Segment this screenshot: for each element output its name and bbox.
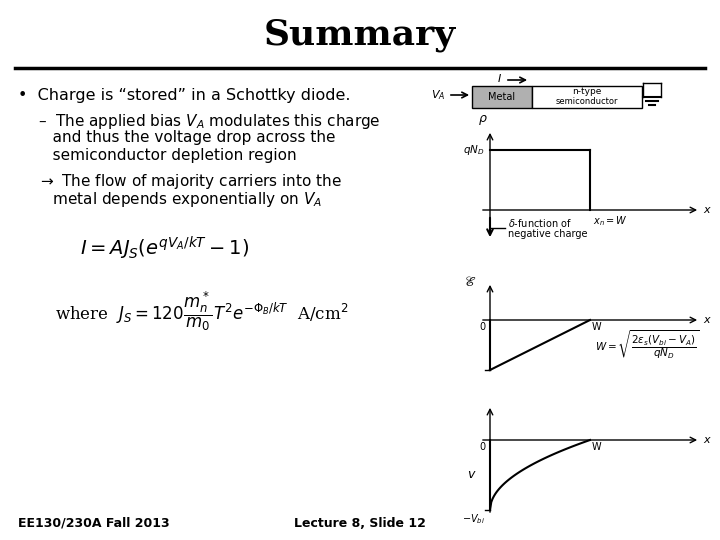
Text: W: W	[592, 442, 602, 452]
Text: $qN_D$: $qN_D$	[464, 143, 485, 157]
Bar	[472, 86, 532, 108]
Text: metal depends exponentially on $V_A$: metal depends exponentially on $V_A$	[38, 190, 323, 209]
Text: $V_A$: $V_A$	[431, 88, 445, 102]
Text: and thus the voltage drop across the: and thus the voltage drop across the	[38, 130, 336, 145]
Text: $\rightarrow$ The flow of majority carriers into the: $\rightarrow$ The flow of majority carri…	[38, 172, 342, 191]
Text: Lecture 8, Slide 12: Lecture 8, Slide 12	[294, 517, 426, 530]
Text: n-type: n-type	[572, 86, 602, 96]
Text: $\rho$: $\rho$	[478, 113, 488, 127]
Text: $x$: $x$	[703, 435, 712, 445]
Text: $x_n = W$: $x_n = W$	[593, 214, 628, 228]
Text: •  Charge is “stored” in a Schottky diode.: • Charge is “stored” in a Schottky diode…	[18, 88, 351, 103]
Text: Metal: Metal	[488, 92, 516, 102]
Text: 0: 0	[479, 442, 485, 452]
Text: $x$: $x$	[703, 205, 712, 215]
Text: $W = \sqrt{\dfrac{2\varepsilon_s(V_{bi}-V_A)}{qN_D}}$: $W = \sqrt{\dfrac{2\varepsilon_s(V_{bi}-…	[595, 328, 699, 362]
Text: Summary: Summary	[264, 18, 456, 52]
Text: –  The applied bias $V_A$ modulates this charge: – The applied bias $V_A$ modulates this …	[38, 112, 381, 131]
Text: $-V_{bi}$: $-V_{bi}$	[462, 512, 485, 526]
Text: $I = AJ_S(e^{qV_A/kT}-1)$: $I = AJ_S(e^{qV_A/kT}-1)$	[80, 235, 249, 262]
Text: $x$: $x$	[703, 315, 712, 325]
Text: semiconductor depletion region: semiconductor depletion region	[38, 148, 297, 163]
Text: semiconductor: semiconductor	[556, 98, 618, 106]
Text: $\delta$-function of: $\delta$-function of	[508, 217, 572, 229]
Text: 0: 0	[479, 322, 485, 332]
Bar	[532, 86, 642, 108]
Text: EE130/230A Fall 2013: EE130/230A Fall 2013	[18, 517, 170, 530]
Text: W: W	[592, 322, 602, 332]
Text: $\mathscr{E}$: $\mathscr{E}$	[464, 275, 476, 289]
Text: $I$: $I$	[497, 72, 502, 84]
Text: $v$: $v$	[467, 469, 477, 482]
Text: negative charge: negative charge	[508, 229, 588, 239]
Text: where  $J_S = 120\dfrac{m_n^*}{m_0}T^2e^{-\Phi_B/kT}$  A/cm$^2$: where $J_S = 120\dfrac{m_n^*}{m_0}T^2e^{…	[55, 290, 348, 333]
